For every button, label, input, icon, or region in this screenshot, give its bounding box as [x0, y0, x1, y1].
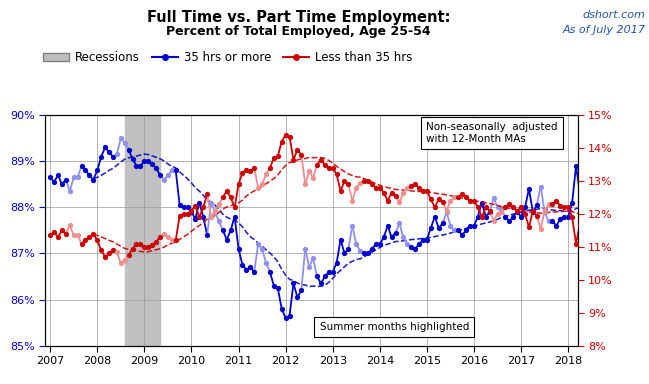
Text: Full Time vs. Part Time Employment:: Full Time vs. Part Time Employment: [147, 10, 450, 25]
Bar [125, 115, 160, 346]
Text: dshort.com: dshort.com [583, 10, 646, 20]
Text: Percent of Total Employed, Age 25-54: Percent of Total Employed, Age 25-54 [166, 25, 431, 38]
Text: As of July 2017: As of July 2017 [563, 25, 646, 35]
Text: Summer months highlighted: Summer months highlighted [319, 322, 469, 332]
Legend: Recessions, 35 hrs or more, Less than 35 hrs: Recessions, 35 hrs or more, Less than 35… [38, 46, 417, 69]
Text: Non-seasonally  adjusted
with 12-Month MAs: Non-seasonally adjusted with 12-Month MA… [426, 122, 557, 144]
